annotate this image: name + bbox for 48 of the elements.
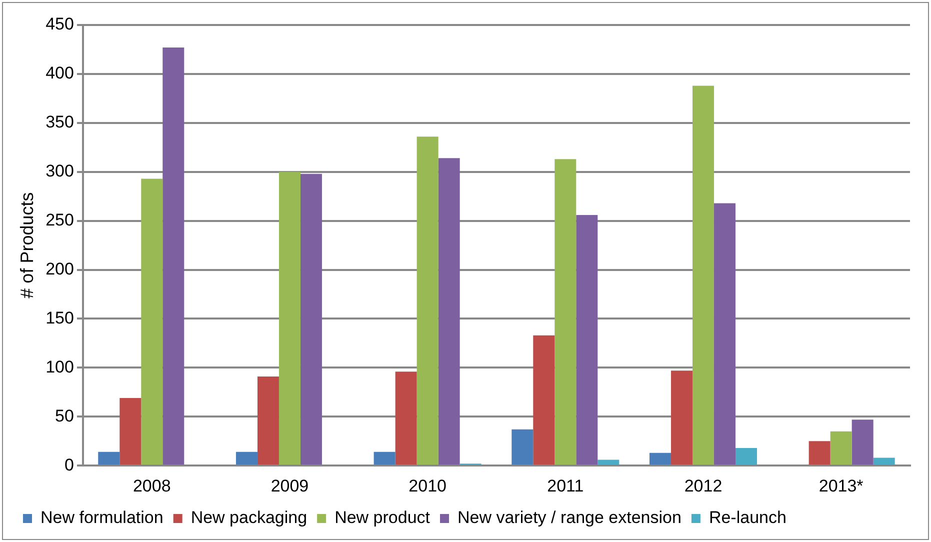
bar: [714, 203, 736, 465]
bar: [692, 86, 714, 465]
bar: [374, 452, 396, 465]
bar: [120, 398, 142, 465]
legend-label: New variety / range extension: [457, 508, 682, 528]
bar: [512, 429, 534, 465]
bar: [141, 178, 163, 465]
x-tick-label: 2010: [408, 476, 446, 496]
y-axis-title: # of Products: [16, 192, 37, 298]
y-tick-label: 350: [46, 112, 74, 132]
bar: [395, 372, 417, 465]
x-tick-label: 2011: [547, 476, 584, 496]
bar: [670, 370, 692, 465]
y-tick-label: 400: [46, 64, 74, 83]
bar: [162, 48, 184, 465]
legend-label: New packaging: [190, 508, 308, 528]
bar: [300, 174, 322, 465]
bar: [438, 158, 460, 465]
y-tick-label: 300: [46, 162, 74, 181]
x-tick-label: 2013*: [818, 476, 864, 496]
x-tick-label: 2009: [270, 476, 309, 496]
bar: [649, 452, 671, 465]
bar: [598, 460, 620, 465]
bar: [576, 214, 598, 465]
bar: [236, 452, 258, 465]
bar: [416, 136, 438, 465]
x-tick-label: 2008: [132, 476, 171, 496]
bar: [735, 448, 757, 465]
bar: [278, 172, 300, 465]
legend-label: New product: [334, 508, 430, 528]
bar: [533, 335, 555, 465]
bar: [554, 159, 576, 465]
bar: [257, 376, 279, 465]
y-tick-label: 0: [64, 455, 74, 474]
x-tick-label: 2012: [684, 476, 722, 496]
y-tick-label: 200: [46, 259, 74, 278]
bar: [852, 420, 874, 465]
bar: [830, 431, 852, 465]
bar: [98, 452, 120, 465]
y-tick-label: 100: [46, 357, 74, 376]
bar: [808, 441, 830, 465]
y-tick-label: 150: [46, 308, 74, 328]
legend-label: Re-launch: [708, 508, 786, 528]
legend-label: New formulation: [40, 508, 164, 528]
bar: [873, 458, 895, 465]
y-tick-label: 250: [46, 210, 74, 230]
y-tick-label: 50: [55, 406, 74, 426]
y-tick-label: 450: [46, 14, 74, 34]
